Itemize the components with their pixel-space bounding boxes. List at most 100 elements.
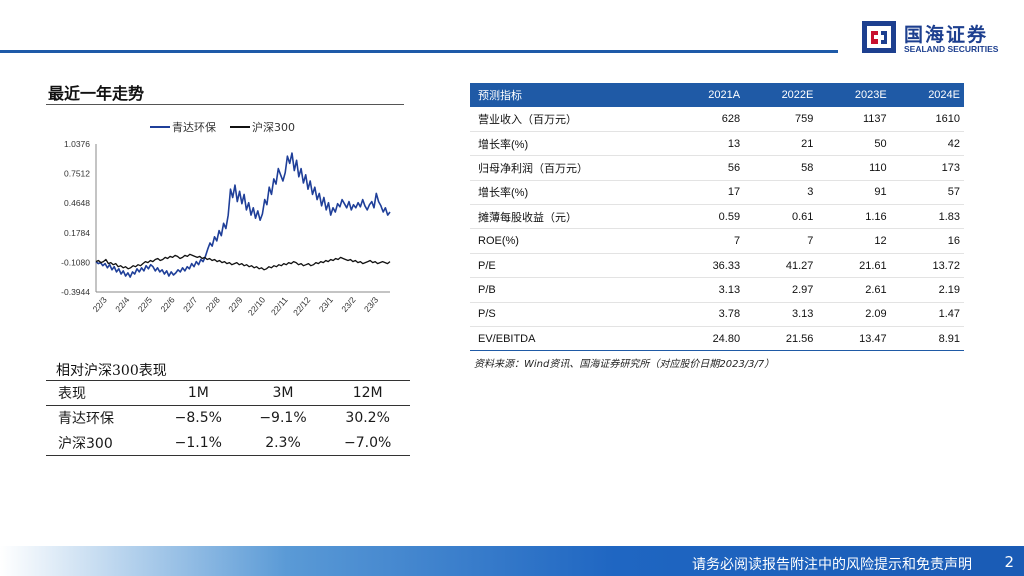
forecast-row-label: P/B xyxy=(470,277,671,303)
relative-header-cell: 表现 xyxy=(58,386,86,402)
forecast-cell: 21.56 xyxy=(744,326,818,352)
table-row: 归母净利润（百万元） 56 58 110 173 xyxy=(470,155,964,181)
relative-performance-table: 表现 1M 3M 12M 青达环保 −8.5% −9.1% 30.2% 沪深30… xyxy=(46,380,410,456)
forecast-cell: 1.16 xyxy=(817,204,891,230)
x-tick-label: 23/2 xyxy=(339,295,357,314)
forecast-cell: 628 xyxy=(670,107,745,132)
table-row: EV/EBITDA 24.80 21.56 13.47 8.91 xyxy=(470,326,964,352)
footer-disclaimer: 请务必阅读报告附注中的风险提示和免责声明 xyxy=(692,557,972,573)
relative-cell: −1.1% xyxy=(174,434,222,451)
legend-label: 青达环保 xyxy=(172,120,216,134)
x-tick-label: 22/12 xyxy=(291,295,313,318)
forecast-cell: 110 xyxy=(817,155,891,181)
forecast-row-label: EV/EBITDA xyxy=(470,326,671,352)
forecast-row-label: 摊薄每股收益（元） xyxy=(470,204,671,230)
footer-bar xyxy=(0,546,1024,576)
relative-cell: −8.5% xyxy=(174,410,222,427)
x-tick-label: 22/4 xyxy=(113,295,131,314)
forecast-row-label: ROE(%) xyxy=(470,228,671,254)
forecast-cell: 3.78 xyxy=(670,302,745,328)
forecast-cell: 2.61 xyxy=(817,277,891,303)
forecast-cell: 13 xyxy=(670,131,745,157)
forecast-header-row: 预测指标 2021A 2022E 2023E 2024E xyxy=(470,83,964,107)
relative-header-row: 表现 1M 3M 12M xyxy=(46,380,410,406)
x-tick-label: 22/11 xyxy=(269,295,290,317)
forecast-cell: 13.72 xyxy=(890,253,964,279)
forecast-cell: 1137 xyxy=(817,107,891,132)
x-tick-label: 22/5 xyxy=(136,295,154,314)
forecast-cell: 0.61 xyxy=(744,204,818,230)
relative-header-cell: 1M xyxy=(187,385,209,401)
forecast-cell: 173 xyxy=(890,155,964,181)
table-row: P/S 3.78 3.13 2.09 1.47 xyxy=(470,302,964,328)
x-tick-label: 22/10 xyxy=(246,295,268,318)
forecast-cell: 16 xyxy=(890,228,964,254)
forecast-cell: 1.83 xyxy=(890,204,964,230)
forecast-header-cell: 2021A xyxy=(670,83,745,107)
header-rule xyxy=(0,50,838,53)
x-tick-label: 23/1 xyxy=(317,295,335,314)
forecast-cell: 13.47 xyxy=(817,326,891,352)
forecast-cell: 21.61 xyxy=(817,253,891,279)
forecast-cell: 21 xyxy=(744,131,818,157)
forecast-header-cell: 预测指标 xyxy=(470,83,671,107)
forecast-cell: 56 xyxy=(670,155,745,181)
forecast-cell: 2.97 xyxy=(744,277,818,303)
forecast-row-label: P/E xyxy=(470,253,671,279)
forecast-cell: 12 xyxy=(817,228,891,254)
x-tick-label: 23/3 xyxy=(362,295,380,314)
forecast-cell: 1610 xyxy=(890,107,964,132)
y-tick-label: 0.1784 xyxy=(64,228,90,238)
relative-cell: 青达环保 xyxy=(58,411,114,428)
x-tick-label: 22/8 xyxy=(204,295,222,314)
forecast-row-label: 增长率(%) xyxy=(470,131,671,157)
forecast-cell: 1.47 xyxy=(890,302,964,328)
x-tick-label: 22/7 xyxy=(181,295,199,314)
table-row: 沪深300 −1.1% 2.3% −7.0% xyxy=(46,431,410,456)
relative-cell: −9.1% xyxy=(259,410,307,427)
forecast-cell: 57 xyxy=(890,180,964,206)
series-line-qingda xyxy=(95,152,391,278)
forecast-cell: 42 xyxy=(890,131,964,157)
forecast-source-note: 资料来源：Wind资讯、国海证券研究所（对应股价日期2023/3/7） xyxy=(474,359,775,370)
page-number: 2 xyxy=(1004,553,1014,571)
y-tick-label: 1.0376 xyxy=(64,139,90,149)
relative-header-cell: 12M xyxy=(352,385,383,401)
forecast-cell: 3.13 xyxy=(744,302,818,328)
y-tick-label: -0.1080 xyxy=(61,257,90,267)
forecast-row-label: 归母净利润（百万元） xyxy=(470,155,671,181)
table-row: 营业收入（百万元） 628 759 1137 1610 xyxy=(470,107,964,132)
relative-cell: 30.2% xyxy=(345,410,390,427)
table-row: P/B 3.13 2.97 2.61 2.19 xyxy=(470,277,964,303)
table-row: P/E 36.33 41.27 21.61 13.72 xyxy=(470,253,964,279)
forecast-cell: 24.80 xyxy=(670,326,745,352)
y-tick-label: 0.7512 xyxy=(64,169,90,179)
forecast-header-cell: 2023E xyxy=(817,83,891,107)
sealand-logo-icon xyxy=(862,21,896,53)
brand-logo: 国海证券 SEALAND SECURITIES xyxy=(860,18,1010,58)
relative-cell: 2.3% xyxy=(265,434,301,451)
forecast-cell: 17 xyxy=(670,180,745,206)
series-line-hs300 xyxy=(95,253,391,271)
stock-trend-chart: 1.0376 0.7512 0.4648 0.1784 -0.1080 -0.3944 22… xyxy=(61,120,391,318)
forecast-cell: 2.19 xyxy=(890,277,964,303)
forecast-row-label: 营业收入（百万元） xyxy=(470,107,671,132)
x-tick-label: 22/9 xyxy=(226,295,244,314)
y-tick-label: -0.3944 xyxy=(61,287,90,297)
forecast-cell: 3 xyxy=(744,180,818,206)
legend-label: 沪深300 xyxy=(252,120,295,134)
forecast-cell: 8.91 xyxy=(890,326,964,352)
x-tick-label: 22/6 xyxy=(158,295,176,314)
forecast-header-cell: 2022E xyxy=(744,83,818,107)
table-row: 青达环保 −8.5% −9.1% 30.2% xyxy=(46,406,410,431)
forecast-cell: 2.09 xyxy=(817,302,891,328)
forecast-row-label: P/S xyxy=(470,302,671,328)
table-row: 增长率(%) 17 3 91 57 xyxy=(470,180,964,206)
table-row: 摊薄每股收益（元） 0.59 0.61 1.16 1.83 xyxy=(470,204,964,230)
forecast-cell: 41.27 xyxy=(744,253,818,279)
forecast-cell: 91 xyxy=(817,180,891,206)
relative-cell: 沪深300 xyxy=(58,435,113,452)
y-tick-label: 0.4648 xyxy=(64,198,90,208)
forecast-header-cell: 2024E xyxy=(890,83,964,107)
logo-en-text: SEALAND SECURITIES xyxy=(904,44,999,54)
